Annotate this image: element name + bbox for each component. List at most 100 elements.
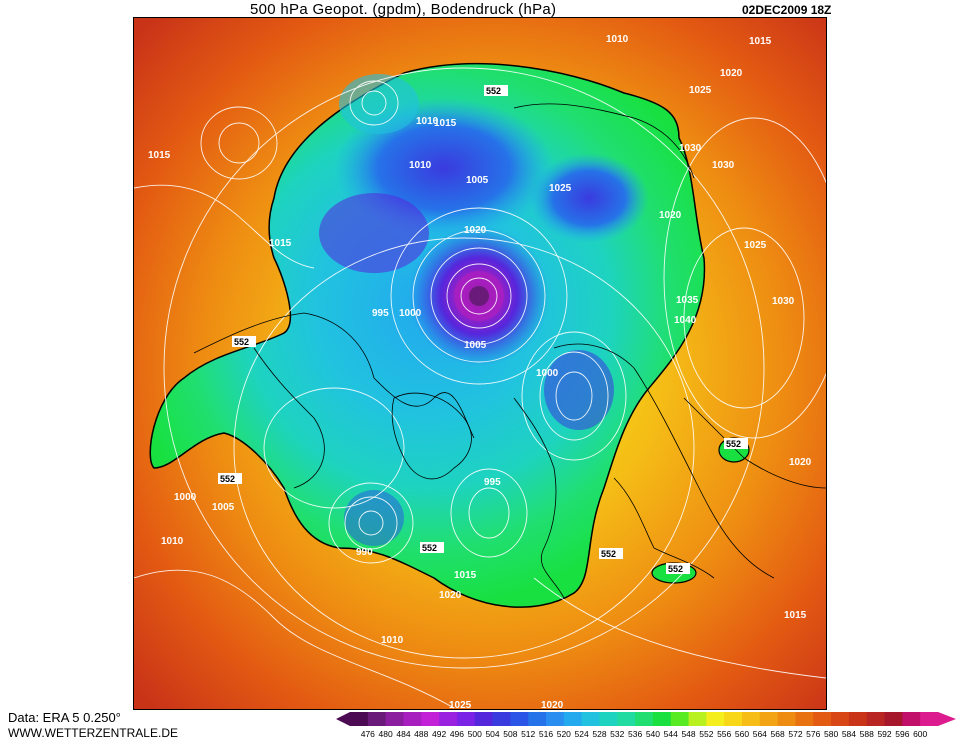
scale-swatch: [795, 712, 814, 726]
low-west-purple: [319, 193, 429, 273]
pressure-label: 995: [484, 477, 501, 488]
scale-swatch: [777, 712, 796, 726]
scale-swatch: [439, 712, 458, 726]
scale-swatch: [866, 712, 886, 726]
pressure-label: 1035: [676, 295, 699, 306]
pressure-label: 1020: [541, 700, 564, 709]
pressure-label: 1005: [212, 502, 235, 513]
contour-552-label: 552: [726, 439, 741, 449]
pressure-label: 1010: [416, 116, 439, 127]
pressure-label: 1000: [399, 308, 422, 319]
scale-swatch: [350, 712, 369, 726]
vortex-eye: [469, 286, 489, 306]
scale-swatch: [902, 712, 921, 726]
scale-swatch: [742, 712, 761, 726]
scale-label: 548: [681, 729, 695, 739]
scale-swatch: [403, 712, 422, 726]
scale-label: 508: [503, 729, 517, 739]
scale-labels: 476 480 484 488 492 496 500 504 508 512 516 520 524 5…: [361, 729, 928, 739]
scale-label: 496: [450, 729, 464, 739]
pressure-label: 1020: [659, 210, 682, 221]
pressure-label: 1005: [466, 175, 489, 186]
scale-swatch: [474, 712, 494, 726]
pressure-label: 990: [356, 547, 373, 558]
contour-labels: 552 552 552 552 552 552 552: [218, 85, 748, 574]
scale-swatch: [759, 712, 779, 726]
scale-label: 552: [699, 729, 713, 739]
scale-arrow-left: [336, 712, 350, 726]
scale-label: 544: [664, 729, 678, 739]
data-source: Data: ERA 5 0.250°: [8, 710, 121, 725]
pressure-label: 1025: [549, 183, 572, 194]
scale-label: 592: [877, 729, 891, 739]
isobars: [134, 67, 826, 709]
scale-label: 536: [628, 729, 642, 739]
contour-552-label: 552: [234, 337, 249, 347]
scale-swatch: [599, 712, 618, 726]
scale-label: 532: [610, 729, 624, 739]
scale-swatch: [831, 712, 850, 726]
contour-552-label: 552: [601, 549, 616, 559]
scale-label: 584: [842, 729, 856, 739]
scale-swatch: [385, 712, 404, 726]
scale-label: 564: [753, 729, 767, 739]
website-credit: WWW.WETTERZENTRALE.DE: [8, 726, 178, 740]
pressure-label: 1015: [454, 570, 477, 581]
scale-swatch: [563, 712, 583, 726]
scale-swatch: [724, 712, 743, 726]
scale-swatches: [336, 712, 956, 726]
scale-swatch: [510, 712, 529, 726]
scale-label: 596: [895, 729, 909, 739]
scale-swatch: [456, 712, 476, 726]
scale-swatch: [848, 712, 868, 726]
pressure-label: 1010: [409, 160, 432, 171]
coastlines: [193, 103, 826, 599]
contour-552-label: 552: [668, 564, 683, 574]
scale-swatch: [367, 712, 387, 726]
pressure-label: 1000: [174, 492, 197, 503]
scale-swatch: [581, 712, 600, 726]
color-scale: 476 480 484 488 492 496 500 504 508 512 516 520 524 5…: [336, 712, 956, 739]
pressure-label: 1025: [449, 700, 472, 709]
scale-label: 504: [485, 729, 499, 739]
scale-label: 540: [646, 729, 660, 739]
scale-label: 572: [788, 729, 802, 739]
scale-swatch: [635, 712, 654, 726]
date-stamp: 02DEC2009 18Z: [742, 3, 832, 17]
pressure-label: 1015: [784, 610, 807, 621]
weather-map: 1015 1010 1015 1020 1025 1030 1035 1040 …: [133, 17, 827, 710]
scale-label: 484: [396, 729, 410, 739]
pressure-label: 1025: [689, 85, 712, 96]
scale-label: 568: [771, 729, 785, 739]
contour-552-label: 552: [486, 86, 501, 96]
pressure-label: 1010: [161, 536, 184, 547]
scale-swatch: [688, 712, 707, 726]
scale-label: 476: [361, 729, 375, 739]
scale-swatch: [652, 712, 672, 726]
pressure-label: 1015: [148, 150, 171, 161]
scale-swatch: [617, 712, 636, 726]
scale-swatch: [546, 712, 565, 726]
pressure-label: 1020: [464, 225, 487, 236]
scale-label: 600: [913, 729, 927, 739]
scale-swatch: [670, 712, 690, 726]
pressure-label: 1015: [434, 118, 457, 129]
contour-552-label: 552: [220, 474, 235, 484]
scale-label: 560: [735, 729, 749, 739]
low-pacific-cyan: [339, 74, 419, 134]
pressure-label: 1030: [712, 160, 735, 171]
low-scand-blue: [544, 350, 614, 430]
scale-label: 524: [575, 729, 589, 739]
scale-label: 588: [860, 729, 874, 739]
pressure-label: 1015: [749, 36, 772, 47]
scale-label: 556: [717, 729, 731, 739]
pressure-label: 995: [372, 308, 389, 319]
scale-swatch: [421, 712, 440, 726]
pressure-label: 1030: [772, 296, 795, 307]
scale-swatch: [813, 712, 832, 726]
scale-label: 528: [592, 729, 606, 739]
scale-arrow-right: [938, 712, 956, 726]
contour-552-label: 552: [422, 543, 437, 553]
low-atlantic-blue: [344, 490, 404, 546]
pressure-label: 1010: [606, 34, 629, 45]
